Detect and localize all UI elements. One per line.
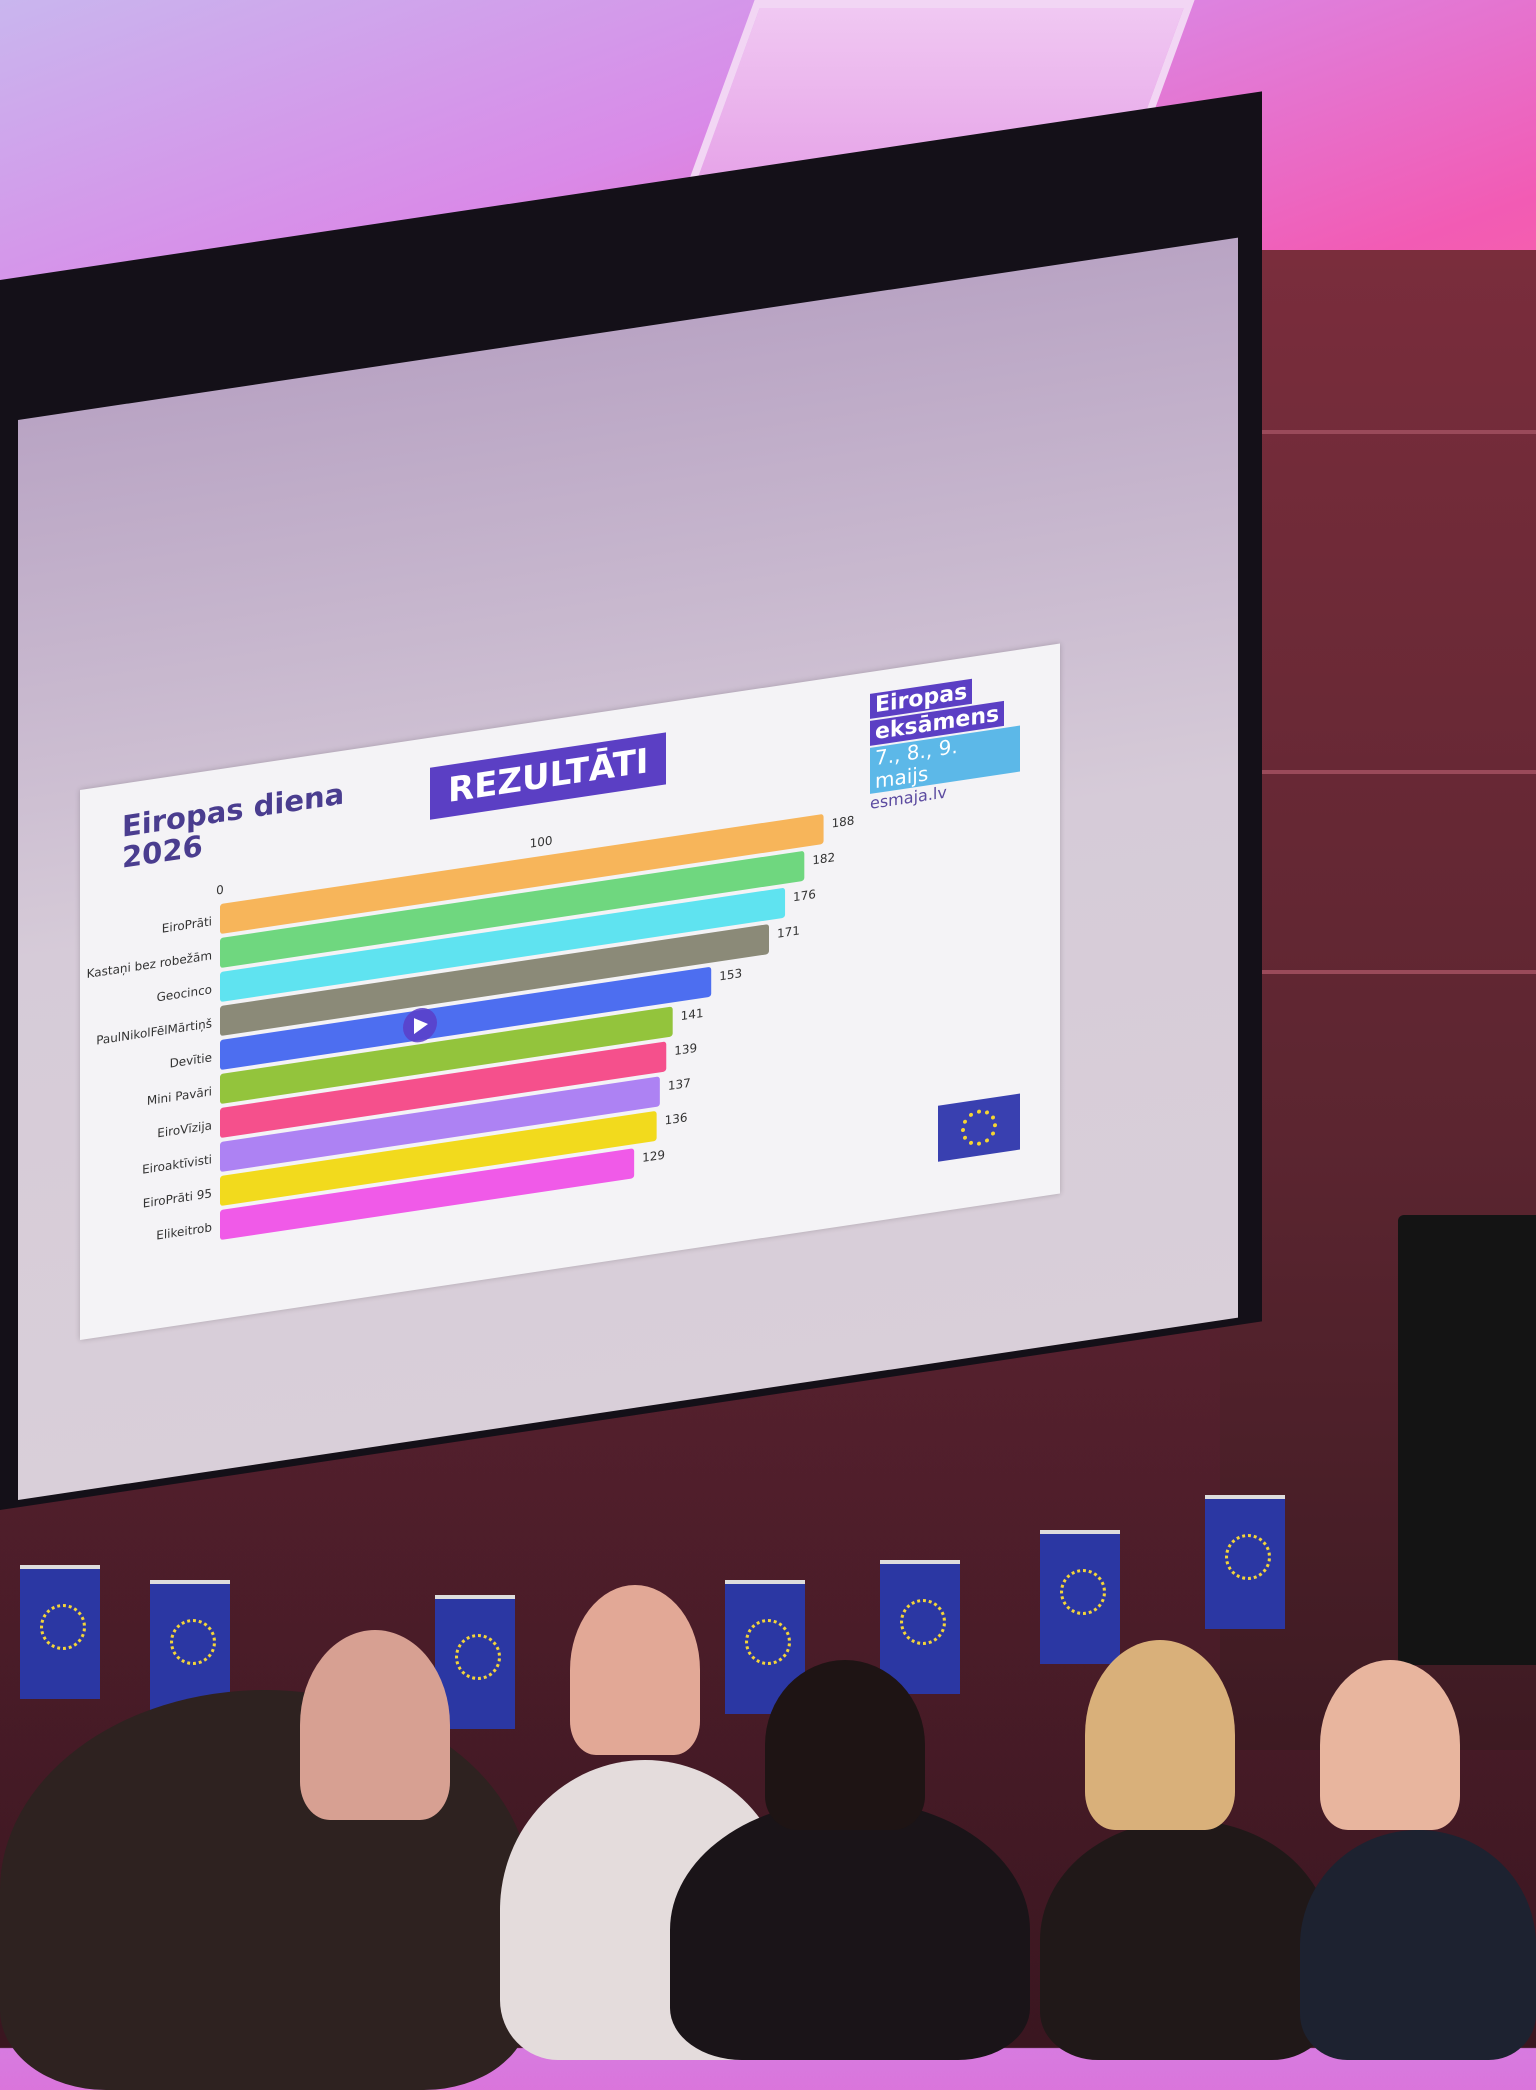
star-icon bbox=[990, 1115, 995, 1120]
bar-1 bbox=[220, 814, 824, 934]
star-icon bbox=[969, 1140, 973, 1145]
star-icon bbox=[969, 1112, 973, 1118]
bar-8 bbox=[220, 1076, 660, 1172]
eu-flag-bunting bbox=[880, 1560, 960, 1694]
play-triangle-icon bbox=[414, 1018, 428, 1035]
value-label: 153 bbox=[719, 966, 742, 983]
bar-4 bbox=[220, 924, 769, 1036]
star-icon bbox=[985, 1110, 989, 1115]
person bbox=[765, 1660, 925, 1830]
category-label: EiroPrāti bbox=[162, 914, 212, 935]
value-label: 188 bbox=[832, 813, 855, 830]
star-icon bbox=[961, 1127, 965, 1133]
category-label: Kastaņi bez robežām bbox=[87, 948, 212, 981]
bar-9 bbox=[220, 1111, 657, 1206]
bar-3 bbox=[220, 888, 786, 1002]
bar-2 bbox=[220, 851, 805, 968]
person bbox=[570, 1585, 700, 1755]
bar-7 bbox=[220, 1041, 667, 1138]
value-label: 182 bbox=[812, 850, 835, 867]
eu-flag-bunting bbox=[20, 1565, 100, 1699]
eu-flag-bunting bbox=[1040, 1530, 1120, 1664]
category-label: EiroVīzija bbox=[157, 1118, 212, 1140]
results-bar-chart: 0 100 EiroPrāti 188 Kastaņi bez robežām 182 Ge… bbox=[87, 813, 855, 1242]
bunting-string bbox=[0, 1440, 1536, 1470]
x-tick-label: 0 bbox=[216, 883, 224, 898]
value-label: 176 bbox=[793, 887, 816, 904]
value-label: 129 bbox=[642, 1148, 665, 1165]
category-label: Geocinco bbox=[157, 982, 212, 1004]
person bbox=[300, 1630, 450, 1820]
star-icon bbox=[985, 1137, 989, 1143]
presentation-slide: Eiropas diena 2026 REZULTĀTI Eiropas eks… bbox=[80, 643, 1060, 1340]
person bbox=[1040, 1820, 1330, 2060]
person bbox=[1300, 1830, 1536, 2060]
value-label: 141 bbox=[681, 1006, 704, 1023]
eu-flag-bunting bbox=[150, 1580, 230, 1714]
person bbox=[670, 1800, 1030, 2060]
star-icon bbox=[977, 1141, 981, 1146]
speaker bbox=[1398, 1215, 1536, 1665]
category-label: Elikeitrob bbox=[156, 1220, 212, 1242]
x-tick-label: 100 bbox=[530, 833, 553, 850]
category-label: EiroPrāti 95 bbox=[143, 1186, 212, 1210]
value-label: 137 bbox=[668, 1076, 691, 1093]
value-label: 139 bbox=[674, 1041, 697, 1058]
person bbox=[1085, 1640, 1235, 1830]
star-icon bbox=[977, 1109, 981, 1114]
category-label: Devītie bbox=[170, 1050, 212, 1070]
star-icon bbox=[963, 1119, 968, 1125]
bar-5 bbox=[220, 967, 712, 1070]
category-label: Eiroaktīvisti bbox=[142, 1152, 212, 1176]
category-label: PaulNikolFēlMārtiņš bbox=[96, 1016, 212, 1047]
bar-10 bbox=[220, 1148, 635, 1240]
star-icon bbox=[963, 1135, 968, 1141]
value-label: 171 bbox=[777, 923, 800, 940]
star-icon bbox=[990, 1131, 995, 1136]
star-icon bbox=[993, 1122, 997, 1128]
audience-head bbox=[0, 1690, 530, 2090]
person bbox=[1320, 1660, 1460, 1830]
category-label: Mini Pavāri bbox=[147, 1084, 212, 1108]
eu-flag-bunting bbox=[1205, 1495, 1285, 1629]
bar-6 bbox=[220, 1006, 673, 1104]
value-label: 136 bbox=[665, 1110, 688, 1127]
